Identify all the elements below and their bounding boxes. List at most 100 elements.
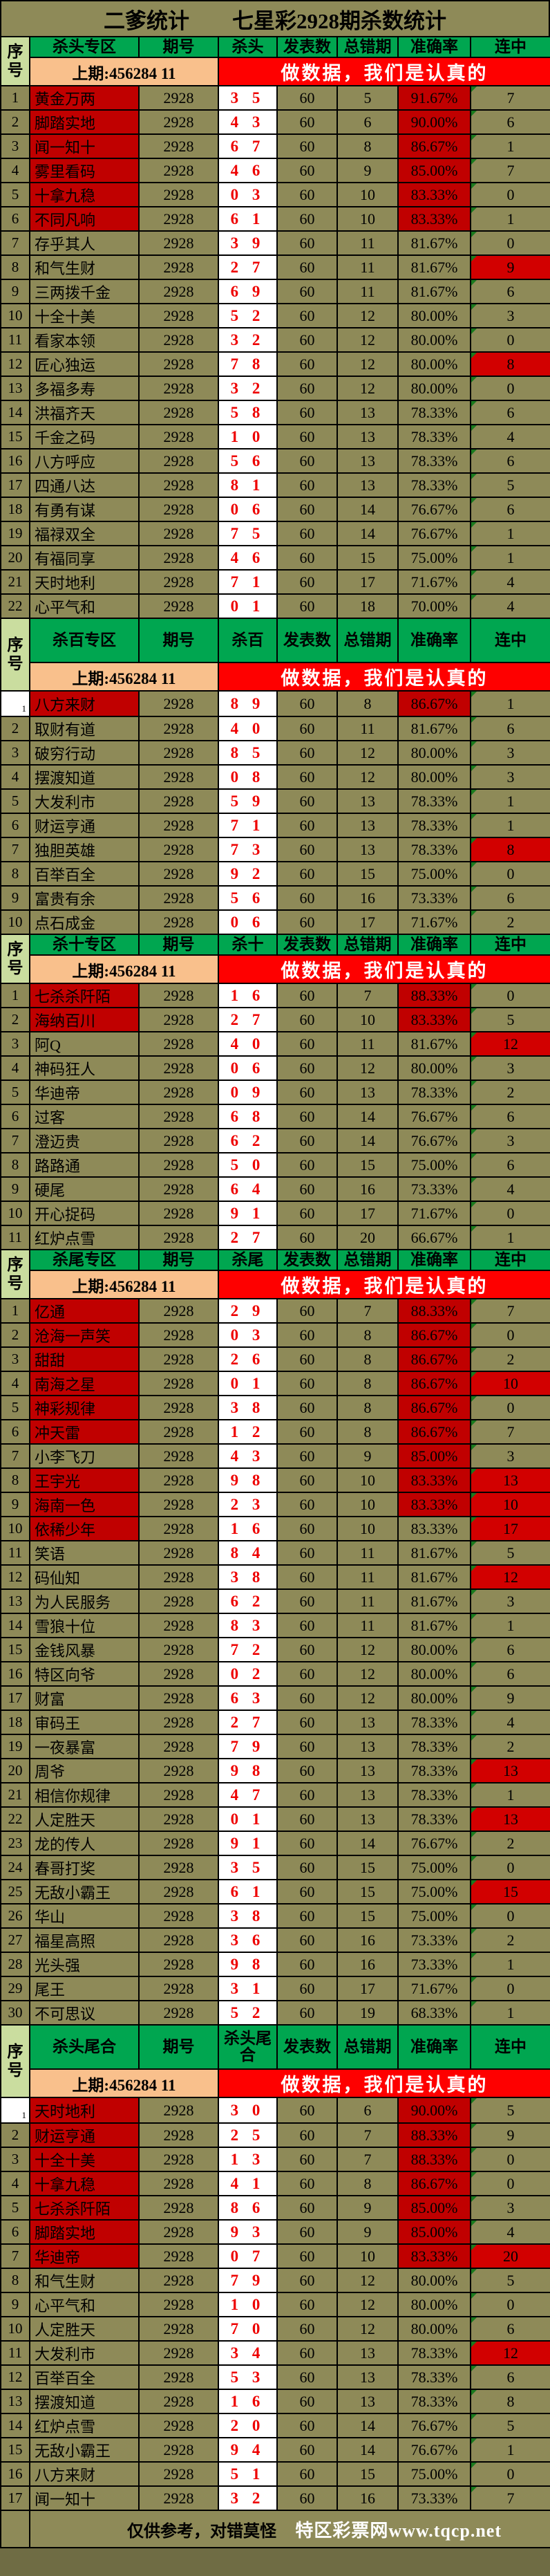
period-cell: 2928 — [138, 788, 219, 814]
row-index-cell: 14 — [0, 2413, 30, 2438]
published-count-cell: 60 — [276, 521, 338, 546]
kill-numbers-cell: 3 0 — [218, 2097, 278, 2124]
streak-cell: 0 — [470, 2147, 550, 2172]
table-row: 10 依稀少年 2928 1 6 60 10 83.33% 17 — [0, 1516, 550, 1541]
published-count-cell: 60 — [276, 593, 338, 619]
table-row: 17 财富 2928 6 3 60 12 80.00% 9 — [0, 1685, 550, 1711]
published-count-cell: 60 — [276, 85, 338, 111]
period-cell: 2928 — [138, 2485, 219, 2511]
published-count-cell: 60 — [276, 2292, 338, 2317]
total-errors-cell: 10 — [336, 1492, 399, 1517]
total-errors-cell: 13 — [336, 813, 399, 838]
kill-numbers-cell: 0 1 — [218, 1371, 278, 1396]
table-row: 20 周爷 2928 9 8 60 13 78.33% 13 — [0, 1758, 550, 1783]
period-cell: 2928 — [138, 1346, 219, 1372]
table-row: 20 有福同享 2928 4 6 60 15 75.00% 1 — [0, 545, 550, 571]
streak-cell: 7 — [470, 85, 550, 111]
published-count-cell: 60 — [276, 740, 338, 766]
zone-header: 杀尾专区 — [29, 1249, 140, 1271]
streak-cell: 5 — [470, 2268, 550, 2293]
period-cell: 2928 — [138, 2122, 219, 2148]
kill-numbers-cell: 4 1 — [218, 2171, 278, 2196]
accuracy-header: 准确率 — [397, 1249, 471, 1271]
zone-name-cell: 神码狂人 — [29, 1055, 140, 1081]
total-errors-cell: 8 — [336, 1371, 399, 1396]
table-row: 4 神码狂人 2928 0 6 60 12 80.00% 3 — [0, 1055, 550, 1081]
zone-name-cell: 甜甜 — [29, 1346, 140, 1372]
kill-numbers-cell: 3 9 — [218, 230, 278, 256]
streak-cell: 2 — [470, 1734, 550, 1759]
row-index-cell: 4 — [0, 1055, 30, 1081]
kill-numbers-cell: 3 8 — [218, 1564, 278, 1590]
table-row: 7 小李飞刀 2928 4 3 60 9 85.00% 3 — [0, 1443, 550, 1469]
table-row: 16 八方呼应 2928 5 6 60 13 78.33% 6 — [0, 448, 550, 474]
footer-content: 仅供参考，对错莫怪 特区彩票网www.tqcp.net — [31, 2517, 549, 2542]
streak-cell: 6 — [470, 448, 550, 474]
period-cell: 2928 — [138, 1007, 219, 1032]
row-index-cell: 13 — [0, 376, 30, 401]
total-errors-cell: 10 — [336, 1007, 399, 1032]
zone-header: 杀头尾合 — [29, 2024, 140, 2070]
streak-cell: 5 — [470, 1007, 550, 1032]
kill-numbers-cell: 2 7 — [218, 1225, 278, 1250]
accuracy-cell: 81.67% — [397, 1031, 471, 1057]
row-index-cell: 2 — [0, 1322, 30, 1348]
streak-cell: 6 — [470, 1152, 550, 1178]
footer-disclaimer: 仅供参考，对错莫怪 — [127, 2522, 276, 2541]
published-count-cell: 60 — [276, 1564, 338, 1590]
row-index-cell: 7 — [0, 230, 30, 256]
index-header: 序号 — [0, 1249, 30, 1299]
zone-name-cell: 华迪帝 — [29, 2243, 140, 2269]
row-index-cell: 28 — [0, 1952, 30, 1977]
row-index-cell: 8 — [0, 2268, 30, 2293]
table-row: 9 硬尾 2928 6 4 60 16 73.33% 4 — [0, 1176, 550, 1202]
accuracy-cell: 66.67% — [397, 1225, 471, 1250]
table-row: 12 码仙知 2928 3 8 60 11 81.67% 12 — [0, 1564, 550, 1590]
published-count-cell: 60 — [276, 1152, 338, 1178]
zone-name-cell: 雪狼十位 — [29, 1613, 140, 1638]
period-cell: 2928 — [138, 2243, 219, 2269]
kill-numbers-cell: 1 6 — [218, 2389, 278, 2414]
row-index-cell: 19 — [0, 521, 30, 546]
total-errors-cell: 14 — [336, 2437, 399, 2463]
slogan-banner: 做数据，我们是认真的 — [218, 954, 550, 984]
accuracy-cell: 78.33% — [397, 813, 471, 838]
period-cell: 2928 — [138, 303, 219, 328]
table-row: 14 洪福齐天 2928 5 8 60 13 78.33% 6 — [0, 400, 550, 425]
zone-name-cell: 有勇有谋 — [29, 497, 140, 522]
streak-header: 连中 — [470, 934, 550, 956]
accuracy-cell: 68.33% — [397, 2000, 471, 2026]
total-errors-cell: 17 — [336, 1976, 399, 2001]
period-cell: 2928 — [138, 885, 219, 911]
table-row: 28 光头强 2928 9 8 60 16 73.33% 1 — [0, 1952, 550, 1977]
row-index-cell: 5 — [0, 1079, 30, 1105]
index-header: 序号 — [0, 934, 30, 984]
total-errors-cell: 8 — [336, 1346, 399, 1372]
row-index-cell: 10 — [0, 1201, 30, 1226]
zone-name-cell: 尾王 — [29, 1976, 140, 2001]
streak-cell: 12 — [470, 1564, 550, 1590]
total-errors-cell: 8 — [336, 1419, 399, 1445]
row-index-cell: 11 — [0, 327, 30, 353]
streak-cell: 5 — [470, 472, 550, 498]
total-errors-cell: 16 — [336, 885, 399, 911]
streak-header: 连中 — [470, 1249, 550, 1271]
total-errors-cell: 10 — [336, 182, 399, 207]
kill-numbers-cell: 3 8 — [218, 1903, 278, 1929]
period-cell: 2928 — [138, 1709, 219, 1735]
streak-cell: 13 — [470, 1467, 550, 1493]
section-subheader-row: 上期:456284 11 做数据，我们是认真的 — [1, 662, 550, 692]
row-index-cell: 1 — [0, 2097, 30, 2124]
streak-cell: 3 — [470, 1128, 550, 1153]
row-index-cell: 11 — [0, 1225, 30, 1250]
zone-name-cell: 南海之星 — [29, 1371, 140, 1396]
row-index-cell: 24 — [0, 1855, 30, 1880]
kill-numbers-cell: 3 8 — [218, 1395, 278, 1420]
row-index-cell: 15 — [0, 2437, 30, 2463]
period-cell: 2928 — [138, 1395, 219, 1420]
kill-numbers-cell: 6 4 — [218, 1176, 278, 1202]
kill-numbers-cell: 4 0 — [218, 1031, 278, 1057]
kill-header: 杀百 — [218, 618, 278, 663]
row-index-cell: 22 — [0, 1806, 30, 1832]
row-index-cell: 21 — [0, 1782, 30, 1808]
